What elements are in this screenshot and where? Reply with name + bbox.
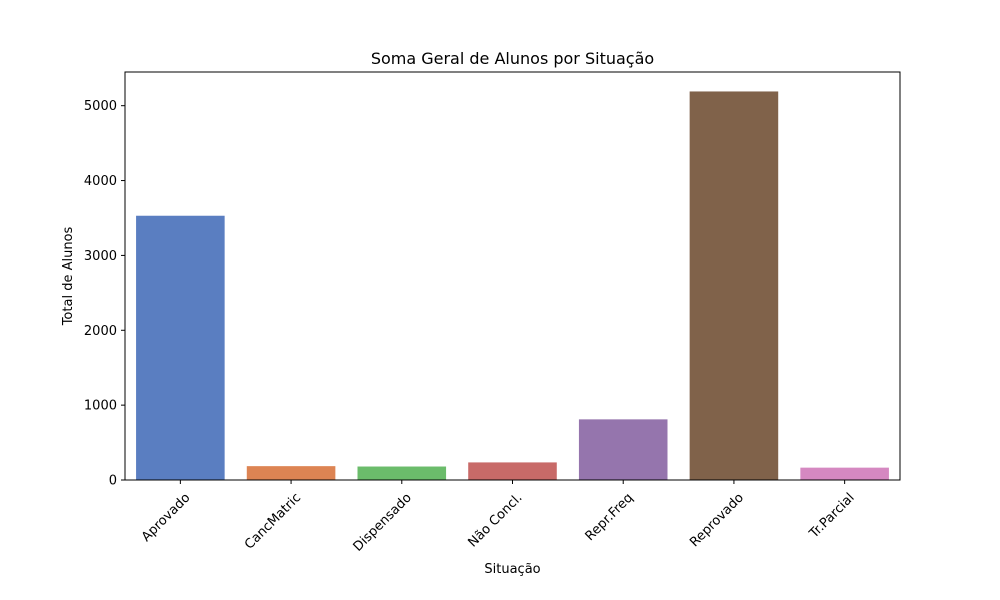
- y-axis-label: Total de Alunos: [61, 226, 76, 326]
- bar-reprovado: [689, 91, 779, 481]
- bar-n-o-concl: [468, 462, 557, 480]
- bar-dispensado: [357, 466, 447, 480]
- y-tick-label: 5000: [84, 99, 117, 114]
- y-tick-label: 3000: [84, 249, 117, 264]
- y-tick-label: 4000: [84, 174, 117, 189]
- x-tick-label: Reprovado: [687, 490, 747, 550]
- bars-group: [136, 91, 889, 481]
- x-tick-label: Aprovado: [139, 490, 193, 544]
- x-tick-label: CancMatric: [242, 490, 304, 552]
- x-axis-label: Situação: [484, 562, 540, 577]
- x-tick-label: Repr.Freq: [583, 490, 637, 544]
- x-tick-label: Dispensado: [351, 490, 415, 554]
- bar-aprovado: [136, 215, 225, 481]
- y-tick-label: 1000: [84, 399, 117, 414]
- y-tick-label: 0: [109, 474, 117, 489]
- bar-repr-freq: [578, 419, 668, 480]
- bar-tr-parcial: [800, 467, 889, 480]
- chart-title: Soma Geral de Alunos por Situação: [371, 49, 654, 68]
- y-tick-label: 2000: [84, 324, 117, 339]
- plot-frame: [124, 71, 901, 481]
- x-axis-ticks: Aprovado CancMatric Dispensado Não Concl. Re…: [139, 480, 858, 555]
- x-tick-label: Não Concl.: [465, 490, 525, 550]
- y-axis-ticks: 0 1000 2000 3000 4000 5000: [84, 99, 125, 489]
- bar-cancmatric: [246, 466, 336, 480]
- x-tick-label: Tr.Parcial: [806, 490, 858, 542]
